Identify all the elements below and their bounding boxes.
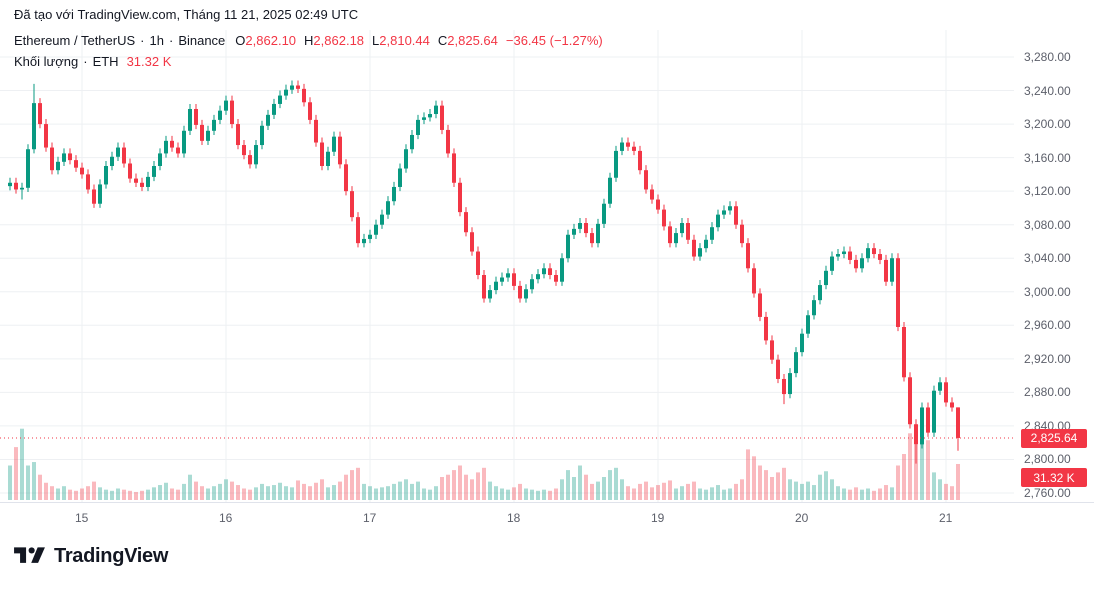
open-label: O: [235, 33, 246, 48]
price-tick-label: 3,040.00: [1024, 251, 1071, 266]
chart-header: Ethereum / TetherUS · 1h · Binance O2,862.10 H…: [14, 34, 603, 76]
volume-value: 31.32 K: [126, 54, 172, 69]
last-volume-badge: 31.32 K: [1021, 468, 1087, 487]
volume-label[interactable]: Khối lượng: [14, 54, 79, 69]
low-label: L: [372, 33, 380, 48]
attribution-link[interactable]: TradingView.com: [77, 6, 177, 22]
close-value: 2,825.64: [447, 33, 498, 48]
attribution-timestamp: , Tháng 11 21, 2025 02:49 UTC: [176, 6, 359, 22]
price-tick-label: 2,760.00: [1024, 486, 1071, 500]
volume-symbol: ETH: [92, 54, 119, 69]
tradingview-logo-text: TradingView: [54, 544, 169, 567]
interval-label[interactable]: 1h: [149, 33, 164, 48]
change-value: −36.45 (−1.27%): [505, 33, 603, 48]
open-value: 2,862.10: [245, 33, 297, 48]
price-tick-label: 3,000.00: [1024, 284, 1071, 299]
price-tick-label: 3,120.00: [1024, 184, 1071, 199]
close-label: C: [437, 33, 448, 48]
time-tick-label: 15: [75, 511, 89, 525]
high-value: 2,862.18: [313, 33, 365, 48]
separator-dot: ·: [168, 33, 174, 48]
symbol-row: Ethereum / TetherUS · 1h · Binance O2,862.10 H…: [14, 34, 603, 47]
separator-dot: ·: [140, 33, 145, 48]
price-tick-label: 3,160.00: [1024, 150, 1071, 165]
attribution-prefix: Đã tạo với: [14, 6, 78, 22]
time-tick-label: 17: [363, 511, 377, 525]
attribution-bar: Đã tạo với TradingView.com, Tháng 11 21,…: [0, 0, 1094, 28]
time-tick-label: 20: [795, 511, 809, 525]
price-tick-label: 2,920.00: [1024, 351, 1071, 366]
price-tick-label: 2,880.00: [1024, 385, 1071, 400]
low-value: 2,810.44: [379, 33, 430, 48]
price-tick-label: 3,200.00: [1024, 117, 1071, 132]
time-tick-label: 16: [219, 511, 233, 525]
ohlc-values: O2,862.10 H2,862.18 L2,810.44 C2,825.64 −36.…: [235, 34, 602, 47]
time-tick-label: 19: [651, 511, 665, 525]
separator-dot: ·: [83, 54, 88, 69]
time-axis[interactable]: 15 16 17 18 19 20 21: [0, 502, 1094, 531]
time-tick-label: 21: [939, 511, 953, 525]
high-label: H: [304, 33, 314, 48]
price-tick-label: 3,240.00: [1024, 83, 1071, 98]
price-tick-label: 2,960.00: [1024, 318, 1071, 333]
price-tick-label: 2,800.00: [1024, 452, 1071, 467]
price-axis[interactable]: 2,825.64 31.32 K 3,280.00 3,240.00 3,200.0…: [1020, 0, 1094, 592]
exchange-label: Binance: [178, 33, 226, 48]
tradingview-logo-icon: [14, 547, 45, 563]
last-price-badge: 2,825.64: [1021, 428, 1087, 448]
symbol-title[interactable]: Ethereum / TetherUS: [14, 33, 136, 48]
volume-row: Khối lượng · ETH 31.32 K: [14, 55, 603, 68]
tradingview-logo[interactable]: TradingView: [14, 544, 168, 568]
time-tick-label: 18: [507, 511, 521, 525]
price-tick-label: 3,280.00: [1024, 50, 1071, 64]
price-tick-label: 3,080.00: [1024, 217, 1071, 232]
